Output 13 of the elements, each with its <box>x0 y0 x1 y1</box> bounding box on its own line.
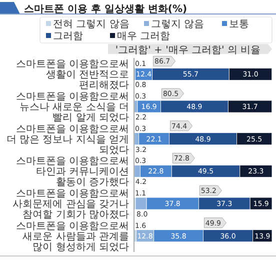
chart-title: 스마트폰 이용 후 일상생활 변화(%) <box>24 4 188 15</box>
y-tick-label: 스마트폰을 이용함으로써 생활이 전반적으로 편리해졌다 <box>16 59 129 92</box>
text: '그러함' + '매우 그러함' 의 비율 <box>115 45 261 56</box>
legend-label: 그렇지 않음 <box>151 19 204 30</box>
legend-label: 매우 그러함 <box>117 31 170 42</box>
y-tick-label: 스마트폰을 이용함으로써 뉴스나 새로운 소식을 더 빨리 알게 되었다 <box>16 92 129 124</box>
legend-label: 보통 <box>229 19 249 30</box>
y-tick-label: 스마트폰을 이용함으로써 새로운 사람들과 관계를 많이 형성하게 되었다 <box>16 220 129 253</box>
y-tick-label: 스마트폰을 이용함으로써 더 많은 정보나 지식을 얻게 되었다 <box>6 124 129 156</box>
y-tick-label: 스마트폰을 이용함으로써 사회문제에 관심을 갖거나 참여할 기회가 많아졌다 <box>12 188 129 220</box>
legend-label: 그러함 <box>53 31 83 42</box>
y-tick-label: 스마트폰을 이용함으로써 타인과 커뮤니케이션 활동이 증가했다 <box>16 156 129 188</box>
legend-label: 전혀 그렇지 않음 <box>53 19 130 30</box>
